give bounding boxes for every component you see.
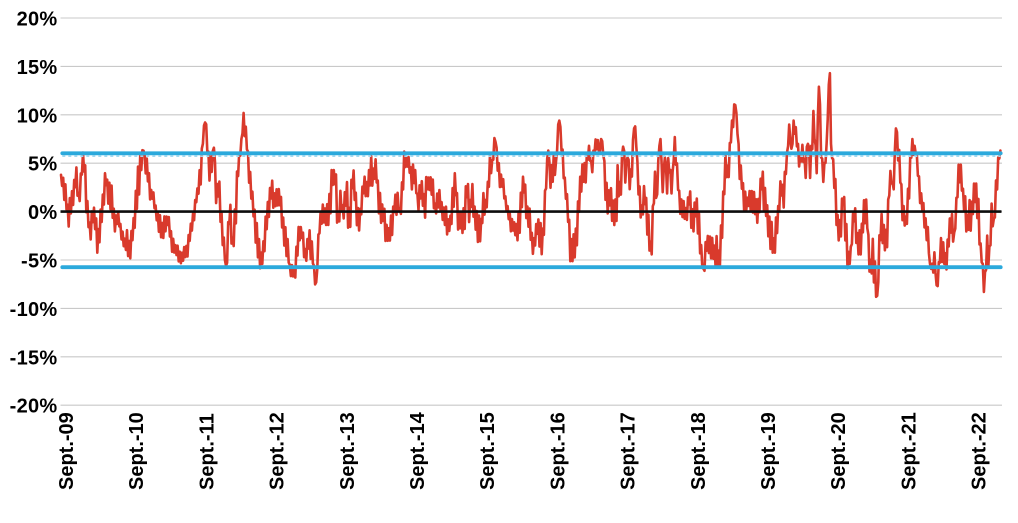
svg-text:10%: 10% [17, 105, 58, 127]
svg-text:Sept.-13: Sept.-13 [337, 412, 359, 490]
svg-text:Sept.-22: Sept.-22 [969, 412, 991, 490]
svg-text:Sept.-14: Sept.-14 [407, 411, 429, 490]
svg-text:Sept.-09: Sept.-09 [56, 412, 78, 490]
svg-text:-20%: -20% [10, 396, 58, 418]
svg-text:5%: 5% [28, 154, 58, 176]
svg-text:-5%: -5% [21, 251, 57, 273]
svg-text:Sept.-18: Sept.-18 [688, 412, 710, 490]
svg-text:Sept.-10: Sept.-10 [126, 412, 148, 490]
svg-text:Sept.-12: Sept.-12 [267, 412, 289, 490]
svg-text:Sept.-20: Sept.-20 [828, 412, 850, 490]
svg-text:15%: 15% [17, 57, 58, 79]
svg-text:-15%: -15% [10, 347, 58, 369]
svg-text:Sept.-16: Sept.-16 [547, 412, 569, 490]
svg-text:Sept.-15: Sept.-15 [477, 412, 499, 490]
svg-text:0%: 0% [28, 202, 58, 224]
svg-text:Sept.-17: Sept.-17 [618, 412, 640, 490]
svg-text:Sept.-11: Sept.-11 [196, 413, 218, 490]
svg-text:Sept.-21: Sept.-21 [898, 412, 920, 490]
svg-text:20%: 20% [17, 9, 58, 31]
svg-text:-10%: -10% [10, 299, 58, 321]
svg-text:Sept.-19: Sept.-19 [758, 412, 780, 490]
